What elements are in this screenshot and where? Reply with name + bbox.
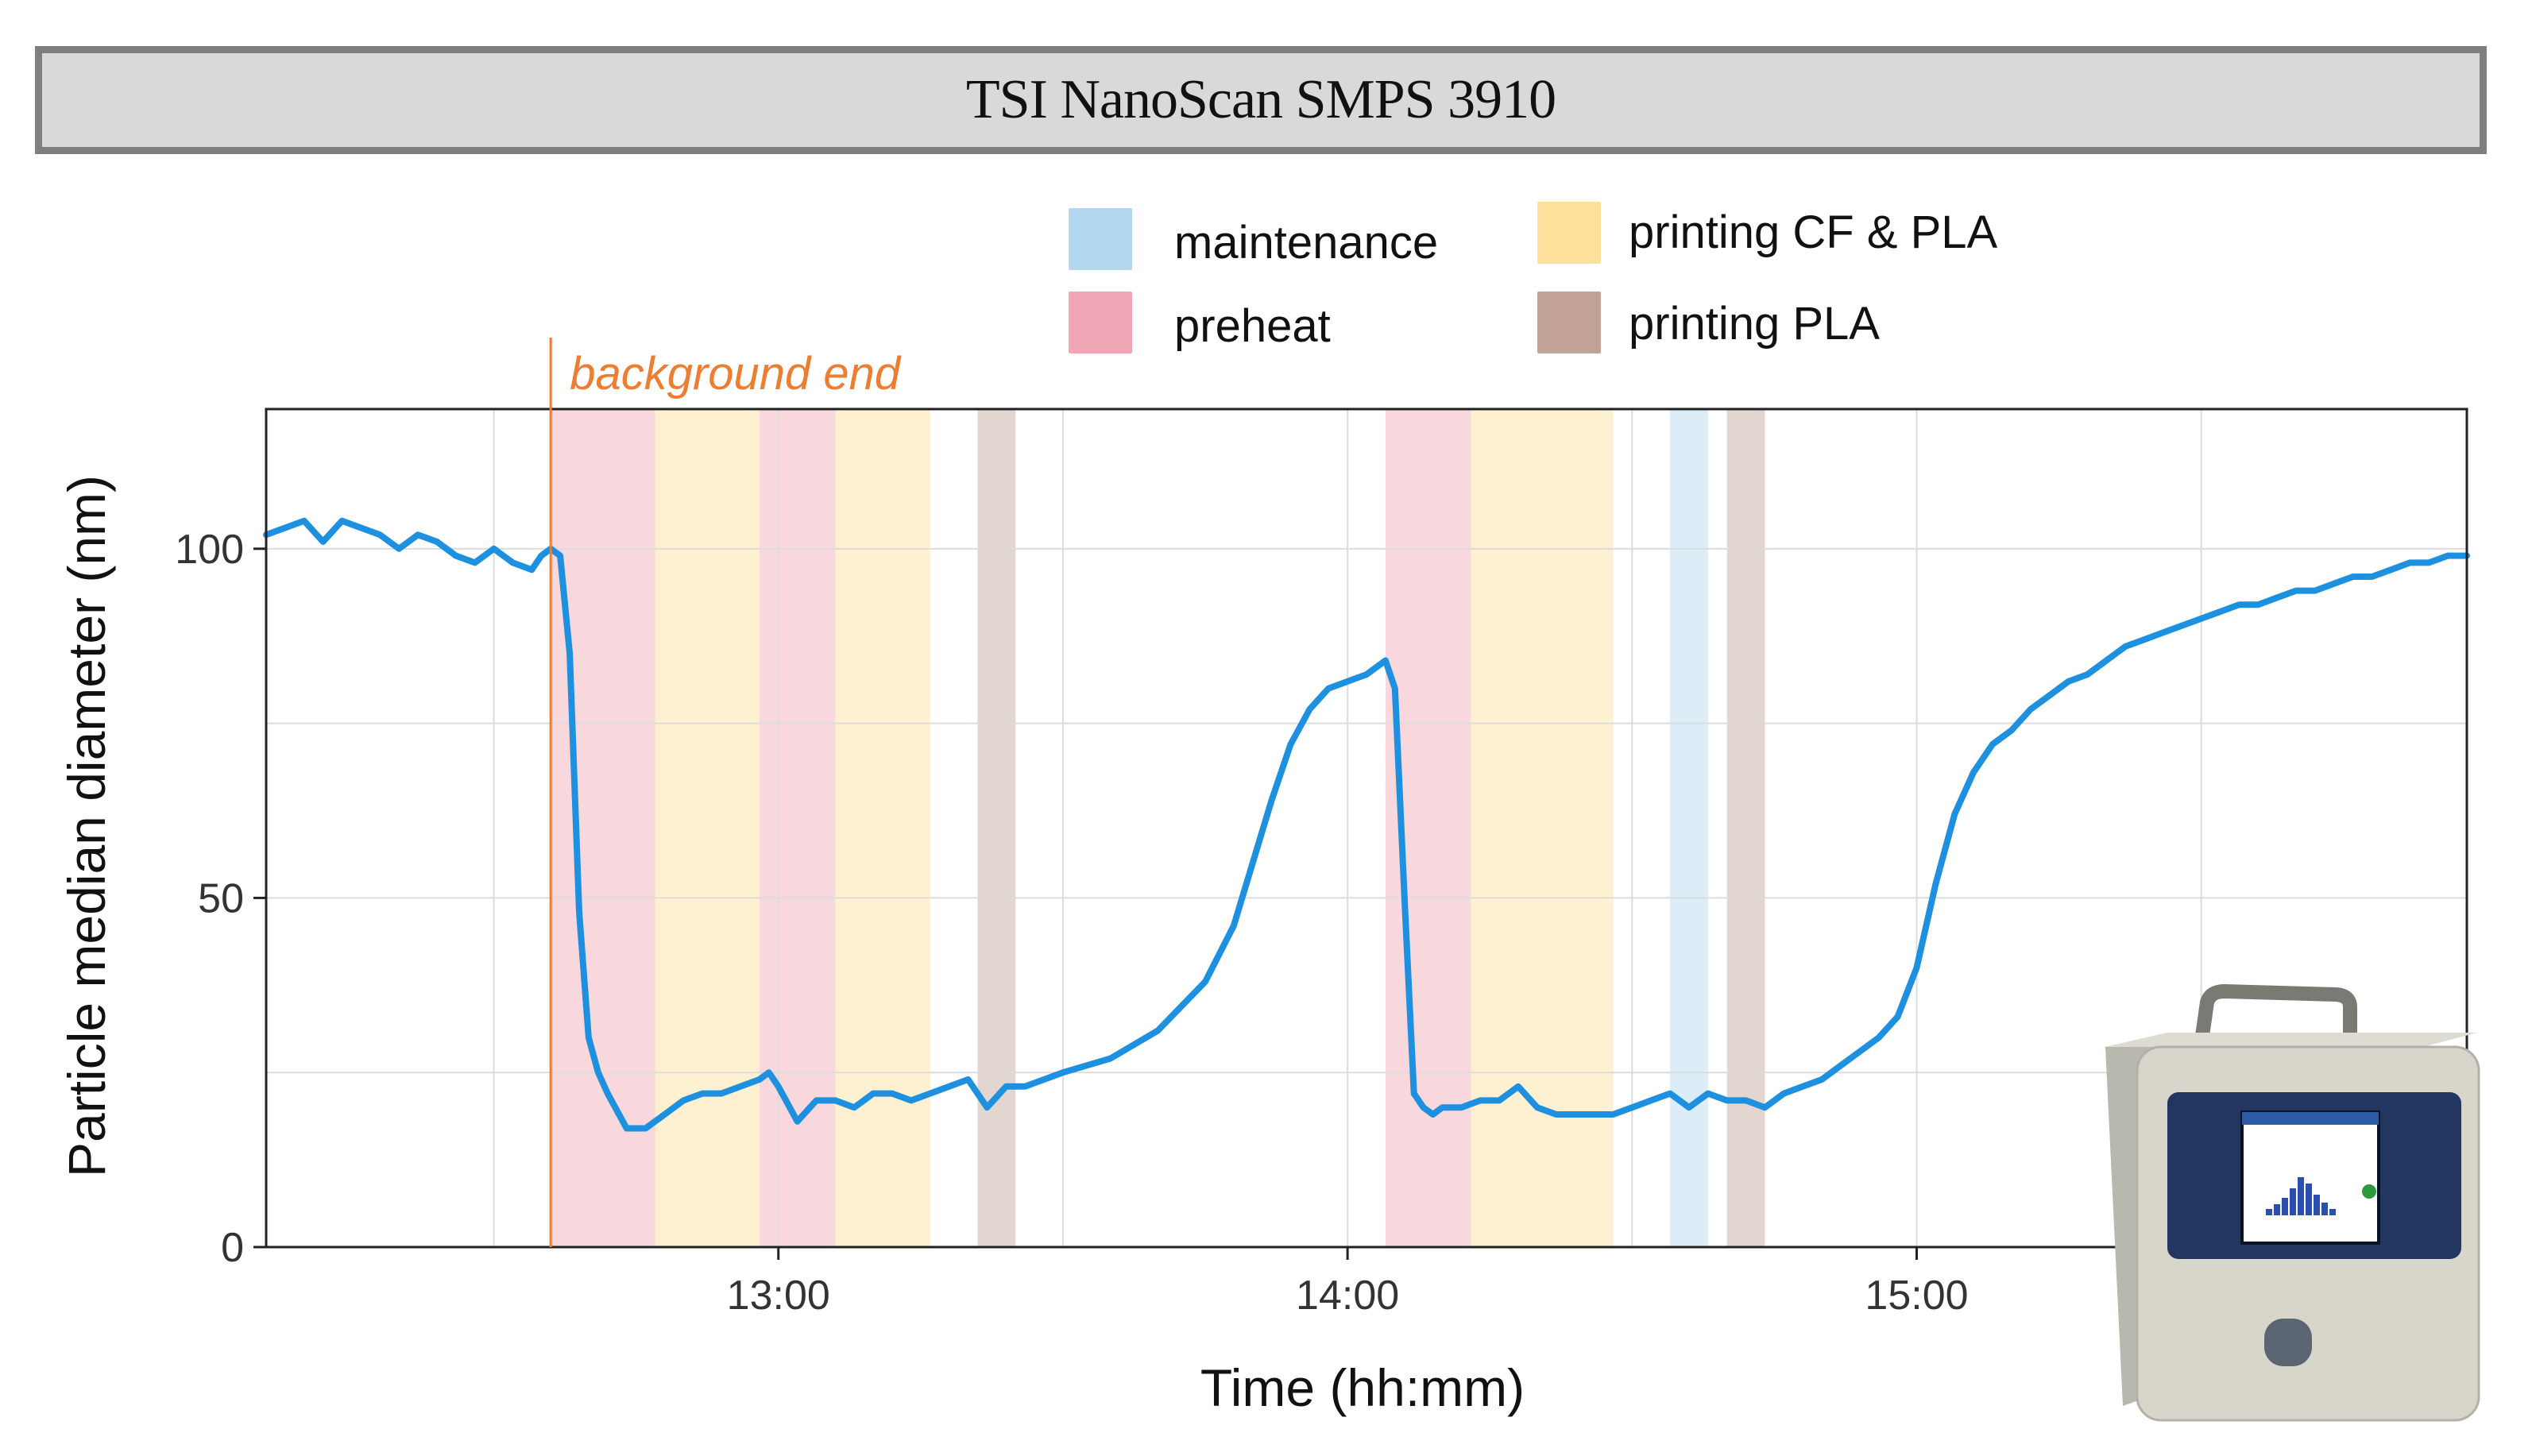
background-end-annotation: background end	[549, 338, 902, 1247]
legend-label-preheat: preheat	[1174, 300, 1331, 352]
band-maintenance	[1670, 409, 1708, 1247]
series-line-0	[263, 517, 2470, 1132]
device-body	[2105, 983, 2480, 1422]
background-end-label: background end	[570, 348, 902, 400]
legend-swatch-maintenance	[1069, 208, 1132, 270]
chart-title-box: TSI NanoScan SMPS 3910	[35, 46, 2487, 154]
device-screen-bar	[2242, 1112, 2379, 1125]
device-handle	[2194, 983, 2357, 1060]
device-screen-bar-mark	[2314, 1195, 2320, 1215]
device-screen-bar-mark	[2298, 1177, 2304, 1215]
plot-frame	[265, 407, 2468, 1249]
nanoscan-device-photo	[2105, 983, 2480, 1422]
device-screen-bar-mark	[2290, 1188, 2296, 1215]
y-axis-label: Particle median diameter (nm)	[57, 475, 116, 1177]
x-axis-label: Time (hh:mm)	[1200, 1358, 1525, 1417]
legend-label-printing-cf-pla: printing CF & PLA	[1629, 207, 1998, 258]
device-screen-bar-mark	[2329, 1209, 2336, 1215]
band-preheat	[551, 409, 655, 1247]
device-screen	[2240, 1110, 2380, 1245]
legend-label-printing-pla: printing PLA	[1629, 298, 1880, 350]
band-printing-cf-pla	[835, 409, 930, 1247]
device-status-icon	[2362, 1184, 2376, 1199]
chart-title: TSI NanoScan SMPS 3910	[965, 69, 1556, 130]
legend-swatch-printing-pla	[1537, 292, 1601, 353]
device-top	[2105, 1033, 2477, 1047]
series-layer	[263, 517, 2470, 1132]
band-printing-pla	[977, 409, 1016, 1247]
legend-label-maintenance: maintenance	[1174, 217, 1438, 268]
x-tick-label: 13:00	[727, 1273, 830, 1319]
device-screen-bar-mark	[2306, 1184, 2312, 1215]
y-tick-label: 0	[221, 1225, 244, 1271]
band-printing-cf-pla	[1471, 409, 1614, 1247]
device-screen-bar-mark	[2266, 1209, 2272, 1215]
legend-swatch-preheat	[1069, 292, 1132, 353]
legend: maintenance preheat printing CF & PLA print…	[1069, 202, 1998, 353]
device-screen-bar-mark	[2282, 1198, 2288, 1215]
legend-swatch-printing-cf-pla	[1537, 202, 1601, 264]
y-tick-label: 100	[175, 527, 244, 573]
device-screen-bar-mark	[2274, 1204, 2280, 1215]
axes: 13:00 14:00 15:00 0 50 100	[175, 527, 1968, 1319]
device-port	[2264, 1319, 2312, 1366]
y-tick-label: 50	[198, 875, 244, 921]
activity-bands	[551, 409, 1765, 1247]
x-tick-label: 15:00	[1865, 1273, 1968, 1319]
device-screen-bar-mark	[2321, 1203, 2328, 1215]
x-tick-label: 14:00	[1296, 1273, 1399, 1319]
band-printing-cf-pla	[655, 409, 760, 1247]
band-printing-pla	[1726, 409, 1765, 1247]
